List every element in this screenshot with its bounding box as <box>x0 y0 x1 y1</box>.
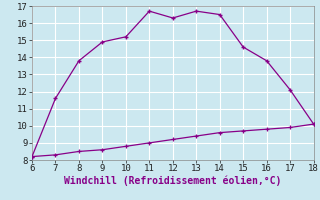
X-axis label: Windchill (Refroidissement éolien,°C): Windchill (Refroidissement éolien,°C) <box>64 176 282 186</box>
